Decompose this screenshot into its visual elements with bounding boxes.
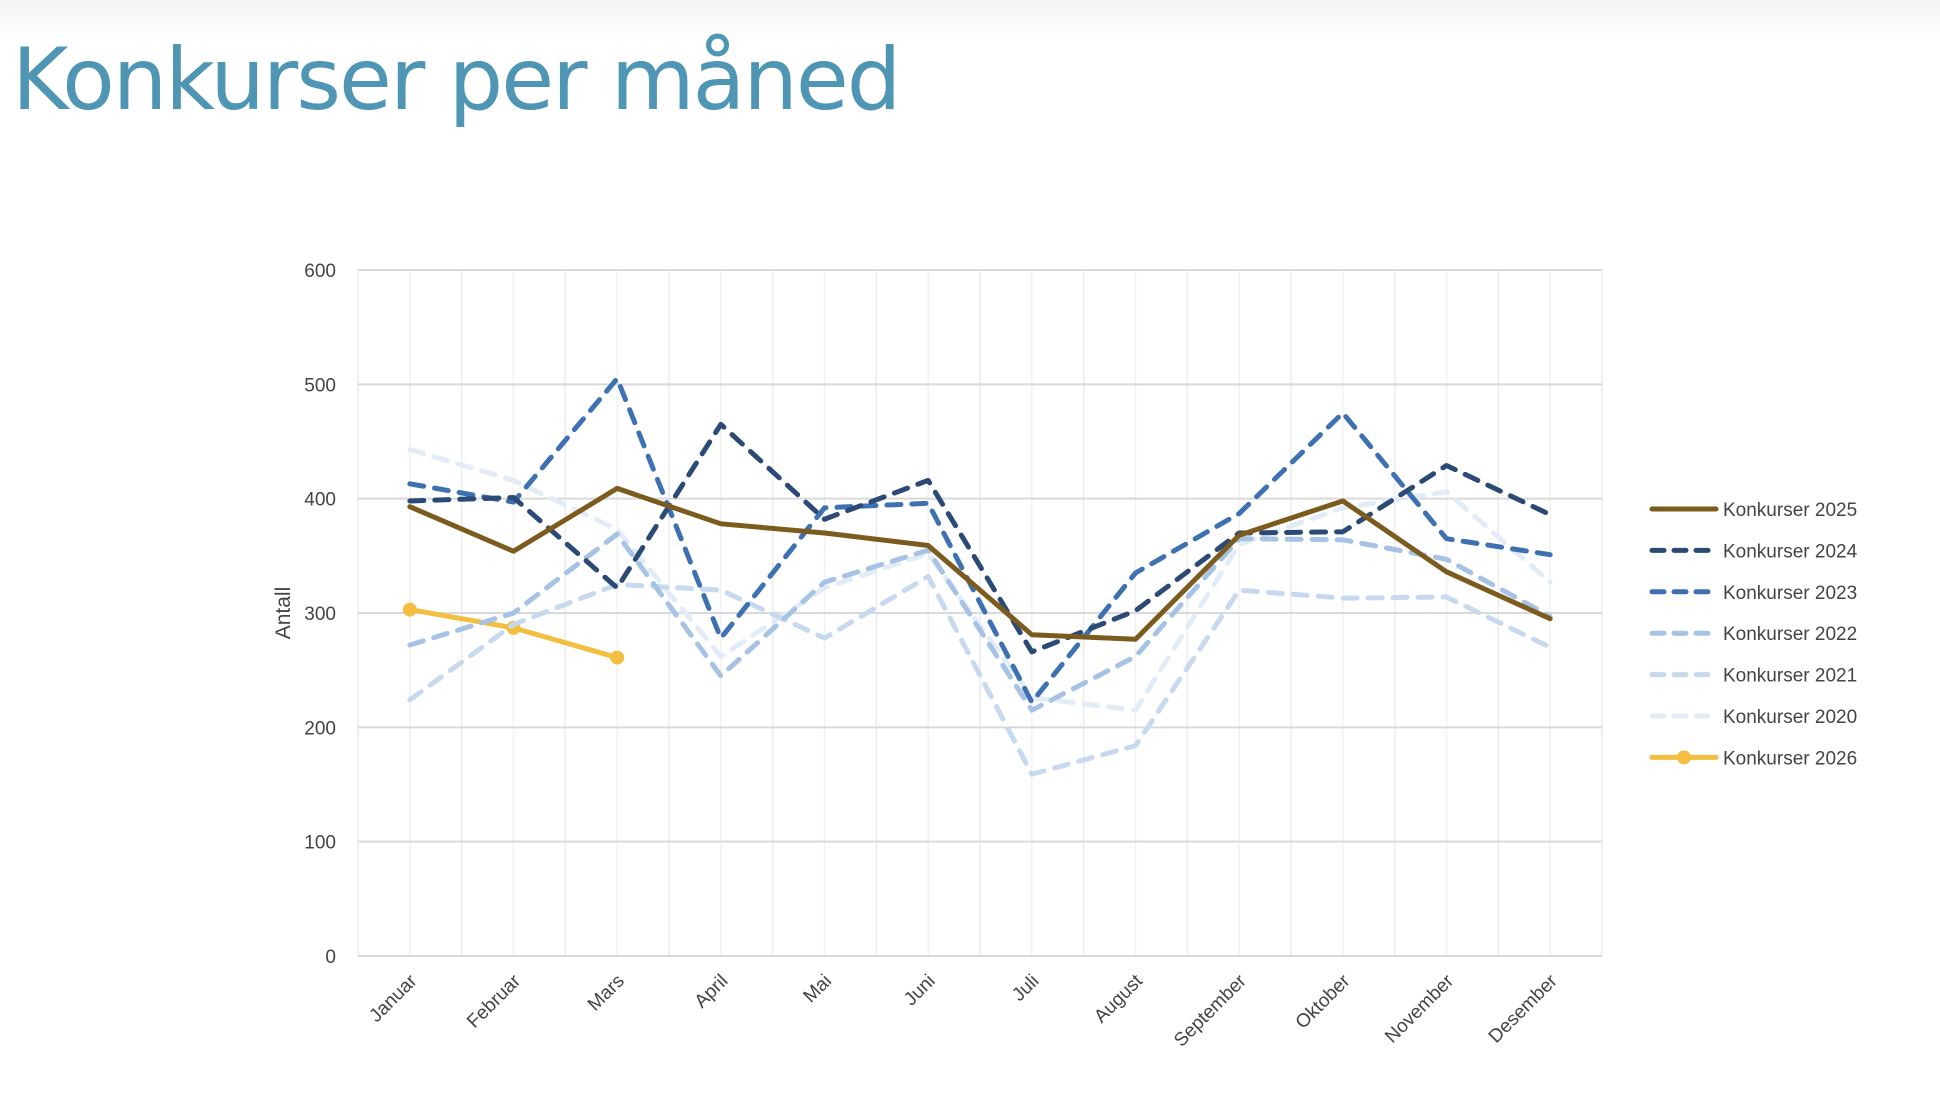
x-tick-label: Juni <box>900 971 939 1010</box>
x-tick-label: April <box>691 971 733 1013</box>
legend-item: Konkurser 2026 <box>1649 748 1857 769</box>
x-tick-label: August <box>1090 970 1147 1027</box>
x-tick-label: Mars <box>584 971 629 1016</box>
top-band <box>0 0 1940 38</box>
y-tick-label: 200 <box>304 718 336 739</box>
page-title: Konkurser per måned <box>12 30 901 130</box>
series-line-konkurser-2024 <box>407 421 1553 655</box>
legend-item: Konkurser 2020 <box>1649 707 1857 728</box>
y-tick-label: 300 <box>304 604 336 625</box>
x-tick-label: Desember <box>1485 970 1562 1047</box>
legend-marker <box>1677 750 1691 765</box>
y-axis-label: Antall <box>272 587 295 640</box>
x-tick-label: September <box>1170 970 1251 1051</box>
data-point <box>610 650 625 665</box>
x-tick-label: Mai <box>800 971 837 1008</box>
x-tick-label: Oktober <box>1292 970 1355 1033</box>
series-line-konkurser-2023 <box>407 376 1553 705</box>
y-tick-label: 500 <box>304 375 336 396</box>
y-tick-label: 100 <box>304 833 336 854</box>
series-line-konkurser-2022 <box>407 531 1553 713</box>
y-tick-label: 0 <box>325 947 336 968</box>
legend-label: Konkurser 2025 <box>1723 500 1857 521</box>
legend-label: Konkurser 2023 <box>1723 583 1857 604</box>
x-tick-label: Februar <box>463 970 525 1032</box>
x-tick-label: November <box>1381 970 1458 1047</box>
series-line-konkurser-2021 <box>407 573 1553 777</box>
series-line-konkurser-2025 <box>407 485 1553 642</box>
legend-item: Konkurser 2023 <box>1649 583 1857 604</box>
legend-label: Konkurser 2020 <box>1723 707 1857 728</box>
x-tick-label: Juli <box>1008 971 1043 1006</box>
y-tick-label: 600 <box>304 261 336 282</box>
legend-label: Konkurser 2022 <box>1723 624 1857 645</box>
y-tick-label: 400 <box>304 490 336 511</box>
legend-item: Konkurser 2024 <box>1649 541 1858 562</box>
legend-item: Konkurser 2021 <box>1649 666 1857 687</box>
legend-label: Konkurser 2026 <box>1723 748 1857 769</box>
legend-label: Konkurser 2021 <box>1723 666 1857 687</box>
x-tick-label: Januar <box>365 970 421 1026</box>
legend-item: Konkurser 2025 <box>1649 500 1857 521</box>
data-point <box>402 602 417 617</box>
legend-item: Konkurser 2022 <box>1649 624 1857 645</box>
legend-label: Konkurser 2024 <box>1723 541 1858 562</box>
